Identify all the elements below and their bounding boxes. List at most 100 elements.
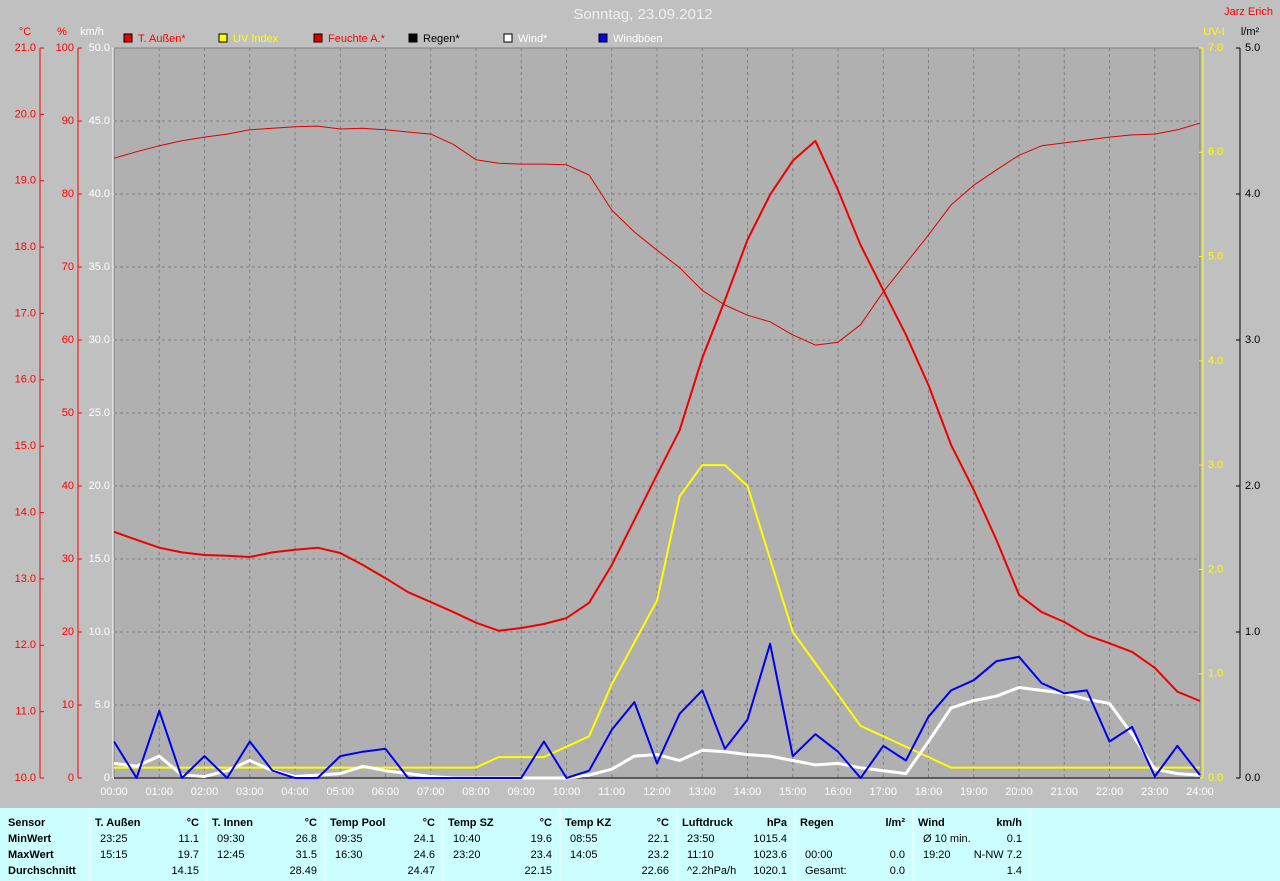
x-tick-label: 23:00 (1141, 786, 1169, 798)
series-line (113, 139, 1201, 702)
y-tick-label: 50 (62, 407, 74, 419)
y-tick-label: 0.0 (1245, 772, 1260, 784)
table-cell-time: Ø 10 min. (923, 833, 971, 845)
x-tick-label: 21:00 (1050, 786, 1078, 798)
y-tick-label: 100 (56, 42, 74, 54)
y-tick-label: 0 (68, 772, 74, 784)
x-tick-label: 04:00 (281, 786, 309, 798)
table-cell-value: 11.1 (178, 833, 199, 845)
y-tick-label: 5.0 (1208, 250, 1223, 262)
table-cell-time: 09:35 (335, 833, 363, 845)
table-cell-value: 1023.6 (753, 849, 787, 861)
legend-swatch (408, 33, 418, 43)
y-tick-label: 11.0 (15, 706, 36, 718)
table-header: Regen (800, 817, 834, 829)
chart-title: Sonntag, 23.09.2012 (573, 6, 712, 23)
y-tick-label: 1.0 (1208, 668, 1223, 680)
table-cell-value: 22.66 (641, 865, 669, 877)
y-axis-unit: l/m² (1241, 26, 1260, 38)
table-cell-time: ^2.2hPa/h (687, 865, 736, 877)
x-tick-label: 08:00 (462, 786, 490, 798)
x-tick-label: 16:00 (824, 786, 852, 798)
table-unit: °C (305, 817, 317, 829)
table-cell-value: 26.8 (296, 833, 317, 845)
table-cell-time: 19:20 (923, 849, 951, 861)
table-cell-value: 19.6 (531, 833, 552, 845)
x-tick-label: 12:00 (643, 786, 671, 798)
x-tick-label: 22:00 (1096, 786, 1124, 798)
y-axis-unit: km/h (80, 26, 104, 38)
y-tick-label: 4.0 (1208, 355, 1223, 367)
y-tick-label: 21.0 (15, 42, 36, 54)
table-unit: °C (540, 817, 552, 829)
table-unit: °C (187, 817, 199, 829)
y-tick-label: 25.0 (89, 407, 110, 419)
table-header: Wind (918, 817, 945, 829)
y-tick-label: 18.0 (15, 241, 36, 253)
table-unit: °C (657, 817, 669, 829)
legend-label: Wind* (518, 33, 548, 45)
table-row-label: MaxWert (8, 849, 54, 861)
table-cell-value: N-NW 7.2 (974, 849, 1022, 861)
table-cell-time: 23:50 (687, 833, 715, 845)
series-line (113, 686, 1201, 780)
series-line (114, 464, 1200, 769)
y-tick-label: 60 (62, 334, 74, 346)
y-tick-label: 70 (62, 261, 74, 273)
legend-label: Regen* (423, 33, 460, 45)
series-line (113, 642, 1201, 779)
table-cell-time: 00:00 (805, 849, 833, 861)
x-tick-label: 06:00 (372, 786, 400, 798)
table-cell-value: 1020.1 (753, 865, 787, 877)
x-tick-label: 00:00 (100, 786, 128, 798)
x-tick-label: 07:00 (417, 786, 445, 798)
y-tick-label: 13.0 (15, 573, 36, 585)
y-tick-label: 10 (62, 699, 74, 711)
table-header: T. Innen (212, 817, 253, 829)
table-cell-value: 28.49 (289, 865, 317, 877)
table-header: Temp Pool (330, 817, 385, 829)
table-header: Luftdruck (682, 817, 734, 829)
table-cell-value: 31.5 (296, 849, 317, 861)
legend-swatch (218, 33, 228, 43)
table-cell-time: 23:25 (100, 833, 128, 845)
table-cell-value: 19.7 (178, 849, 199, 861)
x-tick-label: 01:00 (145, 786, 173, 798)
y-tick-label: 2.0 (1208, 563, 1223, 575)
legend-swatch (313, 33, 323, 43)
x-tick-label: 15:00 (779, 786, 807, 798)
y-tick-label: 10.0 (89, 626, 110, 638)
table-cell-time: 12:45 (217, 849, 245, 861)
x-tick-label: 03:00 (236, 786, 264, 798)
y-tick-label: 7.0 (1208, 42, 1223, 54)
y-tick-label: 16.0 (15, 374, 36, 386)
x-tick-label: 19:00 (960, 786, 988, 798)
y-tick-label: 2.0 (1245, 480, 1260, 492)
x-tick-label: 05:00 (326, 786, 354, 798)
x-tick-label: 17:00 (869, 786, 897, 798)
table-cell-value: 0.1 (1007, 833, 1022, 845)
table-cell-time: 14:05 (570, 849, 598, 861)
y-tick-label: 17.0 (15, 307, 36, 319)
author: Jarz Erich (1224, 6, 1273, 18)
y-tick-label: 15.0 (89, 553, 110, 565)
y-axis-unit: % (57, 26, 67, 38)
y-tick-label: 3.0 (1208, 459, 1223, 471)
table-cell-value: 14.15 (171, 865, 199, 877)
y-tick-label: 6.0 (1208, 146, 1223, 158)
table-header: Temp KZ (565, 817, 612, 829)
x-tick-label: 11:00 (598, 786, 625, 798)
table-row-label: Durchschnitt (8, 865, 76, 877)
y-tick-label: 35.0 (89, 261, 110, 273)
y-tick-label: 45.0 (89, 115, 110, 127)
y-tick-label: 5.0 (95, 699, 110, 711)
table-cell-time: 11:10 (687, 849, 714, 861)
table-cell-value: 0.0 (890, 849, 905, 861)
y-tick-label: 1.0 (1245, 626, 1260, 638)
y-tick-label: 20.0 (15, 108, 36, 120)
x-tick-label: 24:00 (1186, 786, 1214, 798)
table-cell-value: 24.6 (414, 849, 435, 861)
y-tick-label: 15.0 (15, 440, 36, 452)
legend-swatch (503, 33, 513, 43)
table-cell-value: 24.1 (414, 833, 435, 845)
